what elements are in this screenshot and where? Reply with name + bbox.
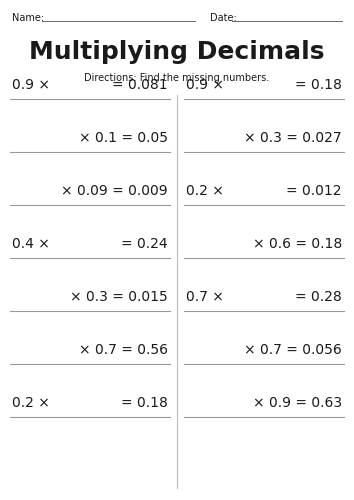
Text: = 0.18: = 0.18 [295, 78, 342, 92]
Text: × 0.7 = 0.056: × 0.7 = 0.056 [244, 343, 342, 357]
Text: = 0.18: = 0.18 [121, 396, 168, 410]
Text: = 0.24: = 0.24 [121, 237, 168, 251]
Text: Directions: Find the missing numbers.: Directions: Find the missing numbers. [84, 73, 270, 83]
Text: Multiplying Decimals: Multiplying Decimals [29, 40, 325, 64]
Text: = 0.28: = 0.28 [295, 290, 342, 304]
Text: 0.7 ×: 0.7 × [186, 290, 224, 304]
Text: = 0.012: = 0.012 [286, 184, 342, 198]
Text: 0.9 ×: 0.9 × [186, 78, 224, 92]
Text: 0.2 ×: 0.2 × [12, 396, 50, 410]
Text: × 0.9 = 0.63: × 0.9 = 0.63 [253, 396, 342, 410]
Text: 0.2 ×: 0.2 × [186, 184, 224, 198]
Text: × 0.1 = 0.05: × 0.1 = 0.05 [79, 131, 168, 145]
Text: = 0.081: = 0.081 [112, 78, 168, 92]
Text: × 0.6 = 0.18: × 0.6 = 0.18 [253, 237, 342, 251]
Text: × 0.3 = 0.015: × 0.3 = 0.015 [70, 290, 168, 304]
Text: 0.9 ×: 0.9 × [12, 78, 50, 92]
Text: × 0.09 = 0.009: × 0.09 = 0.009 [61, 184, 168, 198]
Text: Name:: Name: [12, 13, 44, 23]
Text: Date:: Date: [210, 13, 237, 23]
Text: 0.4 ×: 0.4 × [12, 237, 50, 251]
Text: × 0.7 = 0.56: × 0.7 = 0.56 [79, 343, 168, 357]
Text: × 0.3 = 0.027: × 0.3 = 0.027 [244, 131, 342, 145]
